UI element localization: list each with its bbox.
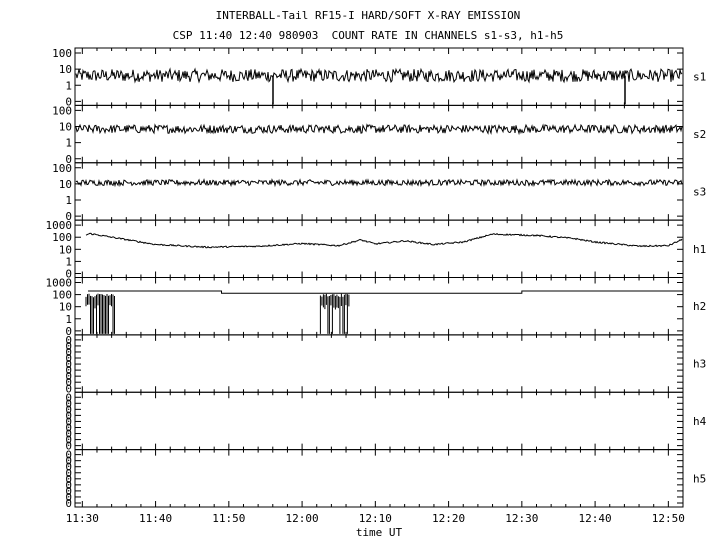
y-tick-label-h5: 0 [65, 479, 72, 492]
x-tick-label: 11:30 [66, 512, 99, 525]
panel-frame-h1 [74, 219, 684, 278]
y-tick-label-h1: 0 [65, 268, 72, 281]
channel-label-h3: h3 [693, 358, 706, 371]
y-tick-label-s1: 1 [65, 79, 72, 92]
series-h2 [88, 290, 683, 294]
channel-label-h5: h5 [693, 472, 706, 485]
y-tick-label-h3: 0 [65, 340, 72, 353]
y-tick-label-h4: 0 [65, 428, 72, 441]
channel-label-h4: h4 [693, 415, 707, 428]
y-tick-label-h4: 0 [65, 415, 72, 428]
y-tick-label-h1: 1000 [46, 219, 73, 232]
x-tick-label: 11:40 [139, 512, 172, 525]
y-tick-label-h5: 0 [65, 455, 72, 468]
y-tick-label-h5: 0 [65, 473, 72, 486]
channel-label-h2: h2 [693, 300, 706, 313]
y-tick-label-h5: 0 [65, 449, 72, 462]
y-tick-label-h3: 0 [65, 346, 72, 359]
y-tick-label-h3: 0 [65, 370, 72, 383]
y-tick-label-h3: 0 [65, 376, 72, 389]
y-tick-label-h4: 0 [65, 391, 72, 404]
y-tick-label-s1: 10 [59, 63, 72, 76]
channel-label-h1: h1 [693, 243, 706, 256]
x-axis-label: time UT [356, 526, 403, 539]
x-tick-label: 12:30 [505, 512, 538, 525]
series-s1 [75, 67, 683, 84]
y-tick-label-s2: 100 [52, 104, 72, 117]
y-tick-label-h3: 0 [65, 352, 72, 365]
x-tick-label: 12:50 [652, 512, 685, 525]
y-tick-label-s3: 0 [65, 210, 72, 223]
panel-frame-s3 [74, 162, 684, 221]
y-tick-label-h2: 100 [52, 289, 72, 302]
channel-label-s2: s2 [693, 128, 706, 141]
y-tick-label-h2: 1000 [46, 277, 73, 290]
x-tick-label: 12:00 [286, 512, 319, 525]
series-s3 [75, 178, 683, 188]
panel-frame-h3 [74, 334, 684, 393]
y-tick-label-h4: 0 [65, 440, 72, 453]
y-tick-label-s1: 0 [65, 95, 72, 108]
y-tick-label-h1: 100 [52, 231, 72, 244]
y-tick-label-h2: 0 [65, 325, 72, 338]
series-burst-h2 [85, 293, 115, 334]
chart-subtitle: CSP 11:40 12:40 980903 COUNT RATE IN CHA… [172, 29, 564, 42]
series-s2 [75, 123, 683, 136]
y-tick-label-h4: 0 [65, 403, 72, 416]
x-tick-label: 12:20 [432, 512, 465, 525]
y-tick-label-h3: 0 [65, 382, 72, 395]
channel-label-s3: s3 [693, 185, 706, 198]
y-tick-label-h4: 0 [65, 421, 72, 434]
y-tick-label-h2: 1 [65, 313, 72, 326]
y-tick-label-h1: 1 [65, 255, 72, 268]
y-tick-label-h1: 10 [59, 243, 72, 256]
panel-frame-s2 [74, 104, 684, 164]
y-tick-label-h3: 0 [65, 358, 72, 371]
y-tick-label-h5: 0 [65, 485, 72, 498]
y-tick-label-h5: 0 [65, 491, 72, 504]
panel-frame-h2 [74, 277, 684, 336]
y-tick-label-s3: 1 [65, 194, 72, 207]
y-tick-label-s1: 100 [52, 47, 72, 60]
y-tick-label-h3: 0 [65, 364, 72, 377]
channel-label-s1: s1 [693, 71, 706, 84]
y-tick-label-h2: 10 [59, 301, 72, 314]
x-tick-label: 12:40 [579, 512, 612, 525]
panel-frame-h5 [74, 449, 684, 508]
y-tick-label-s2: 10 [59, 121, 72, 134]
series-burst-h2 [319, 293, 350, 334]
y-tick-label-s3: 100 [52, 162, 72, 175]
y-tick-label-h5: 0 [65, 467, 72, 480]
panel-frame-h4 [74, 391, 684, 451]
y-tick-label-h5: 0 [65, 497, 72, 510]
series-h1 [85, 232, 683, 249]
y-tick-label-h5: 0 [65, 461, 72, 474]
chart-title: INTERBALL-Tail RF15-I HARD/SOFT X-RAY EM… [215, 9, 521, 22]
x-tick-label: 12:10 [359, 512, 392, 525]
y-tick-label-s3: 10 [59, 178, 72, 191]
y-tick-label-h3: 0 [65, 334, 72, 347]
y-tick-label-s2: 1 [65, 137, 72, 150]
y-tick-label-h4: 0 [65, 434, 72, 447]
y-tick-label-h4: 0 [65, 397, 72, 410]
y-tick-label-s2: 0 [65, 153, 72, 166]
x-tick-label: 11:50 [212, 512, 245, 525]
y-tick-label-h4: 0 [65, 409, 72, 422]
